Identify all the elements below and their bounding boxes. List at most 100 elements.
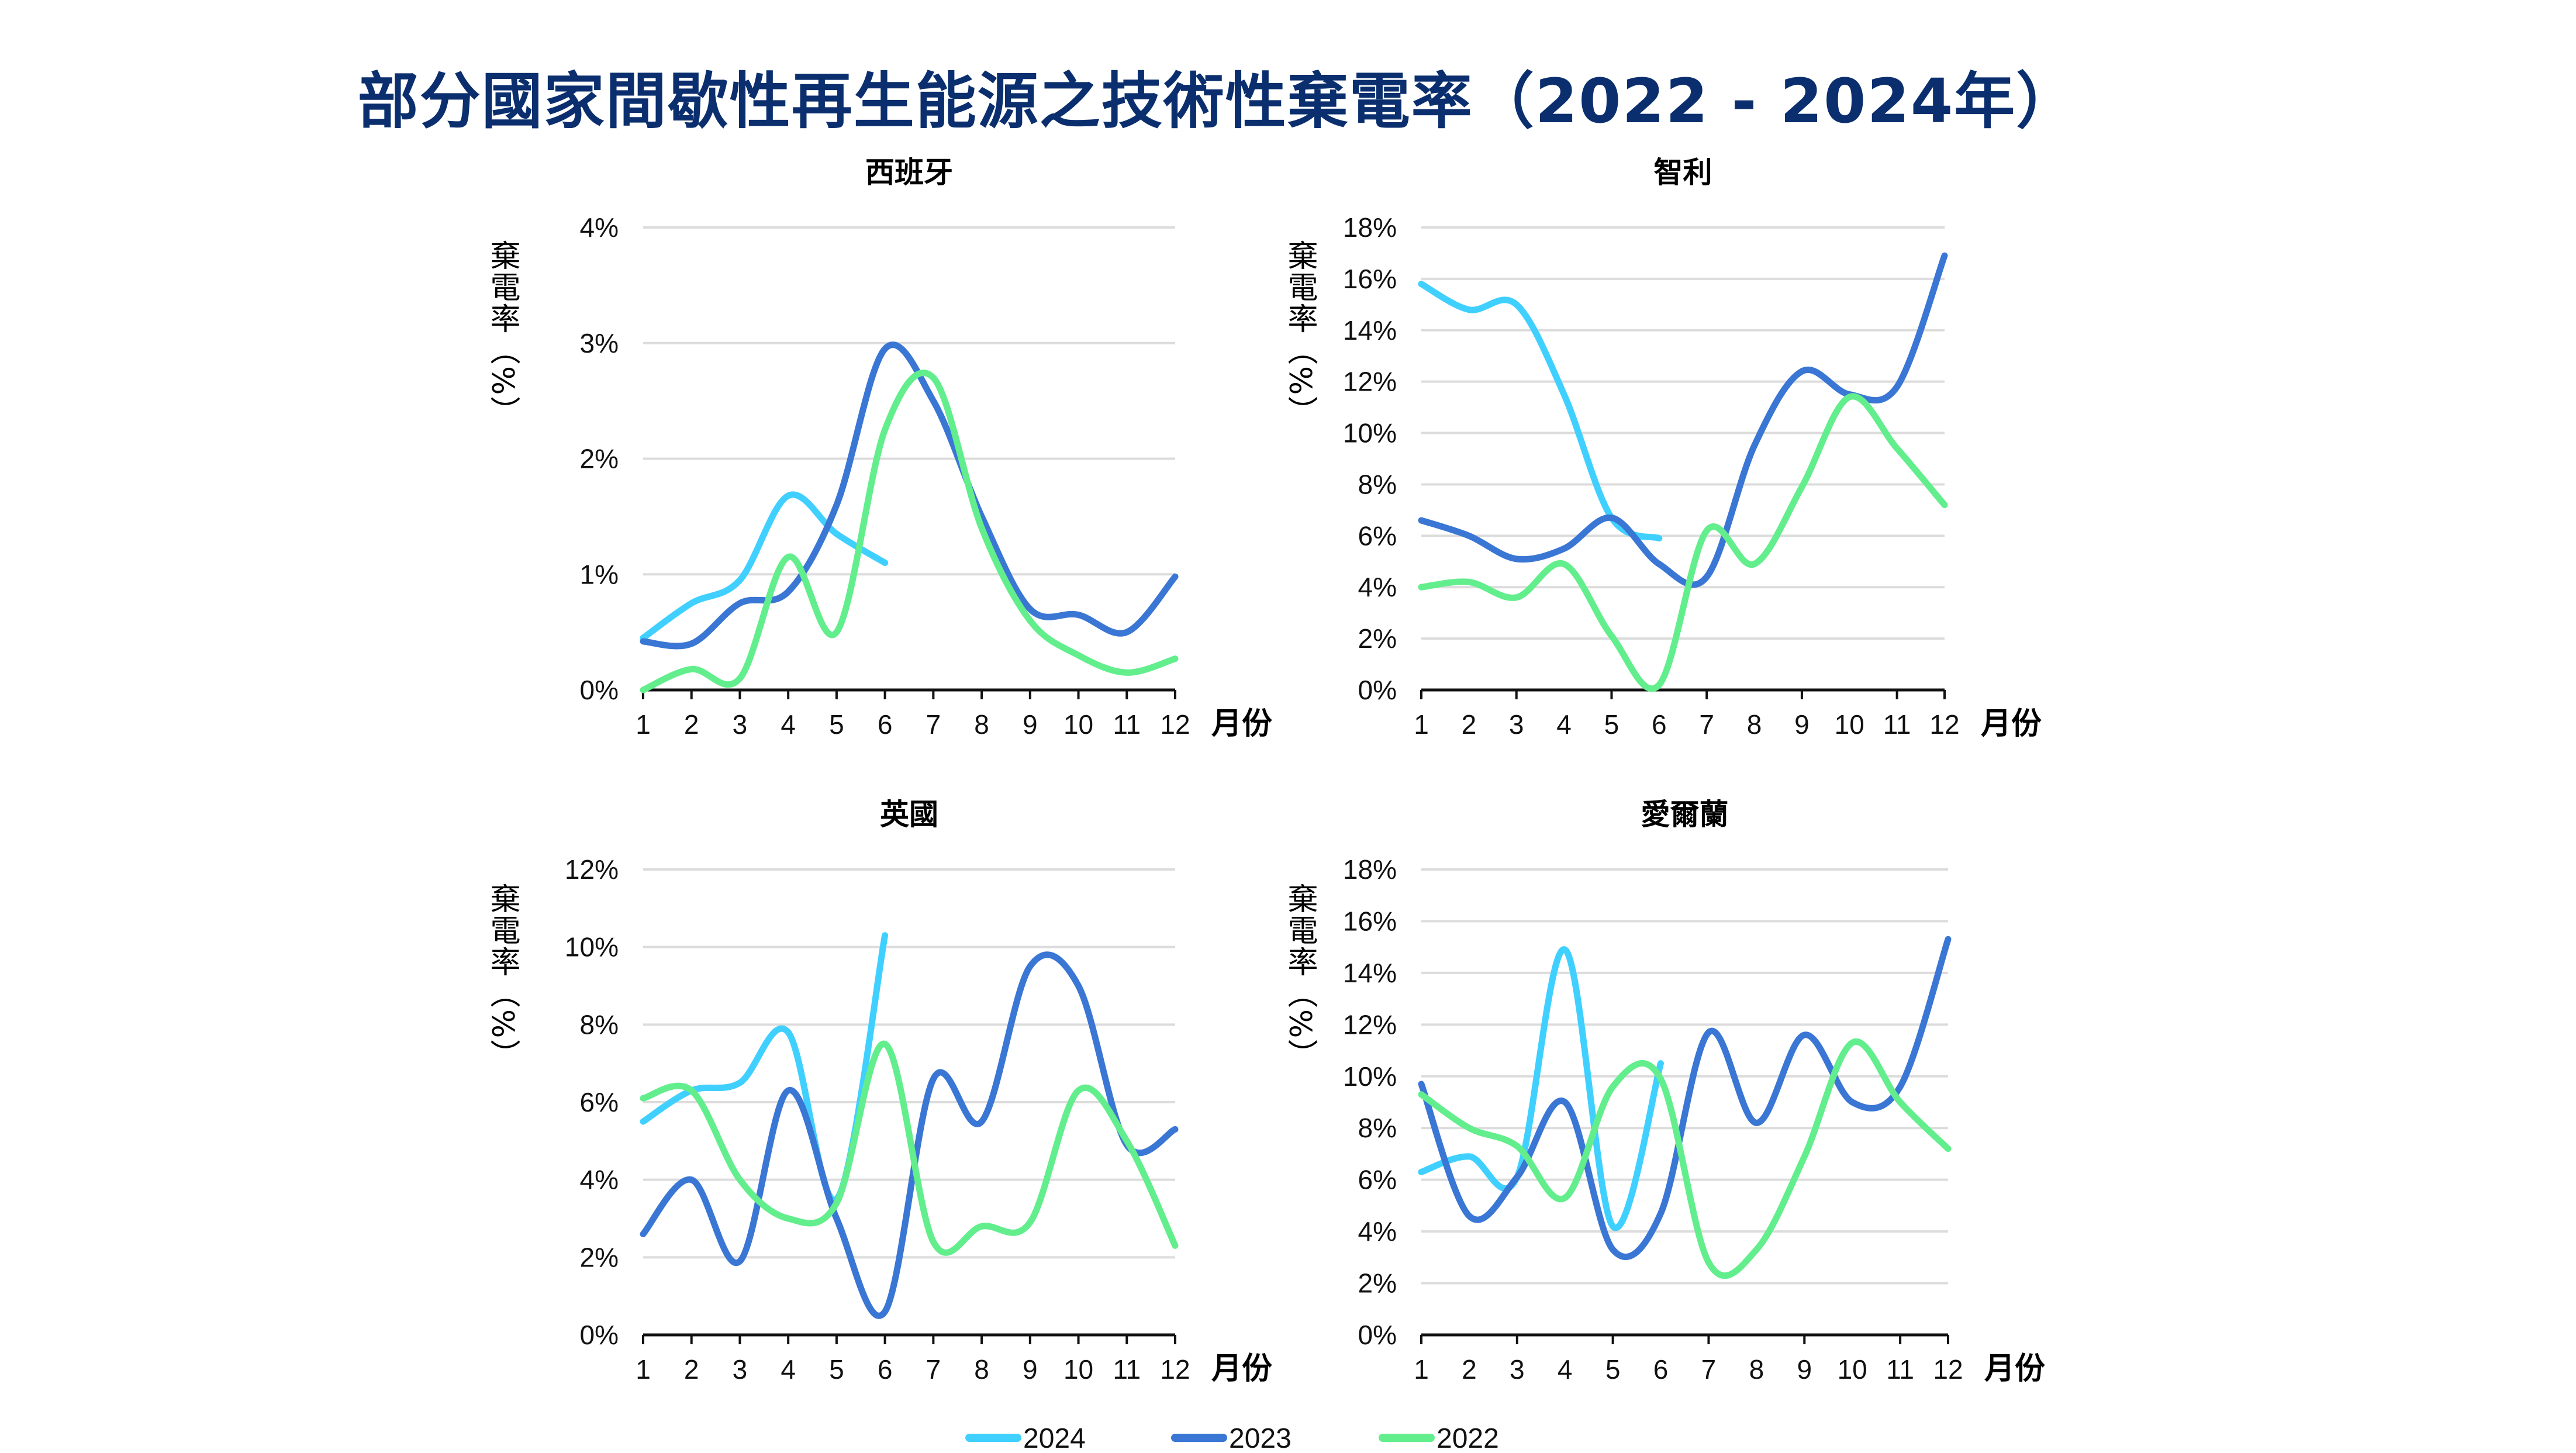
x-tick-label: 11: [1113, 1354, 1141, 1385]
series-line-2023: [1418, 936, 1952, 1260]
x-tick-label: 12: [1929, 709, 1959, 740]
y-tick-label: 14%: [1343, 315, 1397, 346]
y-tick-label: 12%: [1343, 1009, 1397, 1040]
y-tick-label: 2%: [580, 444, 619, 474]
y-axis-label-uk: 棄電率（%）: [485, 883, 520, 1071]
x-tick-label: 6: [878, 709, 893, 740]
y-tick-label: 16%: [1343, 264, 1397, 294]
y-tick-label: 4%: [1358, 1216, 1397, 1247]
y-tick-label: 6%: [1358, 520, 1397, 551]
y-tick-label: 8%: [1358, 1113, 1397, 1143]
y-tick-label: 14%: [1343, 958, 1397, 988]
y-tick-label: 0%: [580, 1320, 619, 1350]
x-tick-label: 4: [781, 1354, 796, 1385]
x-tick-label: 8: [1747, 709, 1762, 740]
x-tick-label: 2: [1462, 1354, 1477, 1385]
chart-uk: 英國0%2%4%6%8%10%12%1 2 3 4 5 6 7 8 9 10 11 12 月份: [565, 798, 1272, 1386]
x-tick-label: 5: [1605, 1354, 1621, 1385]
y-tick-label: 3%: [580, 328, 619, 358]
y-axis-label-chile: 棄電率（%）: [1282, 240, 1317, 428]
y-tick-label: 2%: [580, 1242, 619, 1272]
y-tick-label: 18%: [1343, 212, 1397, 243]
x-tick-label: 10: [1835, 709, 1864, 740]
x-tick-label: 2: [684, 709, 699, 740]
x-tick-label: 8: [974, 1354, 989, 1385]
y-tick-label: 4%: [580, 1165, 619, 1195]
x-axis-label: 月份: [1981, 706, 2042, 741]
y-tick-label: 4%: [1358, 572, 1397, 602]
x-tick-label: 1: [636, 709, 651, 740]
x-tick-label: 2: [684, 1354, 699, 1385]
x-tick-label: 3: [1509, 709, 1524, 740]
x-tick-label: 5: [829, 1354, 844, 1385]
y-tick-label: 0%: [580, 675, 619, 705]
series-line-2022: [1418, 393, 1948, 692]
series-line-2024: [1418, 946, 1664, 1231]
y-tick-label: 2%: [1358, 623, 1397, 654]
main-title-text: 部分國家間歇性再生能源之技術性棄電率（2022 - 2024年）: [357, 65, 2078, 137]
x-tick-label: 3: [733, 709, 748, 740]
x-tick-label: 11: [1886, 1354, 1914, 1385]
x-tick-label: 6: [1652, 709, 1667, 740]
x-tick-label: 10: [1838, 1354, 1867, 1385]
y-tick-label: 18%: [1343, 854, 1397, 885]
x-tick-label: 1: [636, 1354, 651, 1385]
y-tick-label: 6%: [1358, 1165, 1397, 1195]
x-tick-label: 8: [1749, 1354, 1764, 1385]
x-tick-label: 7: [926, 1354, 941, 1385]
x-tick-label: 4: [1556, 709, 1572, 740]
x-tick-label: 4: [781, 709, 796, 740]
y-tick-label: 10%: [1343, 1061, 1397, 1092]
legend-label-2022: 2022: [1437, 1423, 1499, 1453]
series-line-2022: [640, 370, 1179, 693]
y-tick-label: 1%: [580, 559, 619, 589]
y-axis-label-spain: 棄電率（%）: [485, 240, 520, 428]
x-tick-label: 5: [829, 709, 844, 740]
x-tick-label: 1: [1414, 1354, 1429, 1385]
x-tick-label: 7: [1699, 709, 1714, 740]
x-tick-label: 6: [1653, 1354, 1669, 1385]
chart-title-uk: 英國: [880, 798, 938, 831]
x-tick-label: 2: [1462, 709, 1477, 740]
series-line-2023: [640, 341, 1179, 650]
x-axis-label: 月份: [1211, 1351, 1272, 1386]
x-tick-label: 7: [926, 709, 941, 740]
chart-title-chile: 智利: [1654, 156, 1712, 189]
y-tick-label: 12%: [565, 854, 619, 885]
legend-label-2024: 2024: [1023, 1423, 1086, 1453]
x-tick-label: 9: [1797, 1354, 1812, 1385]
x-tick-label: 8: [974, 709, 989, 740]
chart-title-ireland: 愛爾蘭: [1641, 798, 1729, 831]
x-axis-label: 月份: [1211, 706, 1272, 741]
x-tick-label: 12: [1160, 1354, 1190, 1385]
x-tick-label: 3: [1510, 1354, 1525, 1385]
y-tick-label: 10%: [1343, 418, 1397, 448]
y-tick-label: 4%: [580, 212, 619, 243]
y-tick-label: 0%: [1358, 675, 1397, 705]
y-tick-label: 0%: [1358, 1320, 1397, 1350]
x-tick-label: 10: [1063, 709, 1093, 740]
legend-label-2023: 2023: [1229, 1423, 1292, 1453]
x-tick-label: 9: [1023, 1354, 1038, 1385]
x-tick-label: 7: [1701, 1354, 1717, 1385]
y-tick-label: 16%: [1343, 906, 1397, 936]
y-tick-label: 6%: [580, 1087, 619, 1117]
x-tick-label: 9: [1023, 709, 1038, 740]
x-tick-label: 9: [1794, 709, 1810, 740]
y-tick-label: 8%: [580, 1009, 619, 1040]
y-tick-label: 10%: [565, 932, 619, 962]
chart-chile: 智利0%2%4%6%8%10%12%14%16%18%1 2 3 4 5 6 7 8 9 10 11…: [1343, 156, 2042, 741]
series-line-2022: [640, 1040, 1179, 1256]
x-tick-label: 11: [1883, 709, 1911, 740]
chart-title-spain: 西班牙: [865, 156, 953, 189]
x-tick-label: 5: [1604, 709, 1620, 740]
main-title: 部分國家間歇性再生能源之技術性棄電率（2022 - 2024年）: [0, 51, 2576, 140]
x-axis-label: 月份: [1984, 1351, 2045, 1386]
x-tick-label: 12: [1160, 709, 1190, 740]
x-tick-label: 4: [1558, 1354, 1573, 1385]
x-tick-label: 1: [1414, 709, 1429, 740]
x-tick-label: 3: [733, 1354, 748, 1385]
series-line-2024: [1418, 281, 1663, 542]
